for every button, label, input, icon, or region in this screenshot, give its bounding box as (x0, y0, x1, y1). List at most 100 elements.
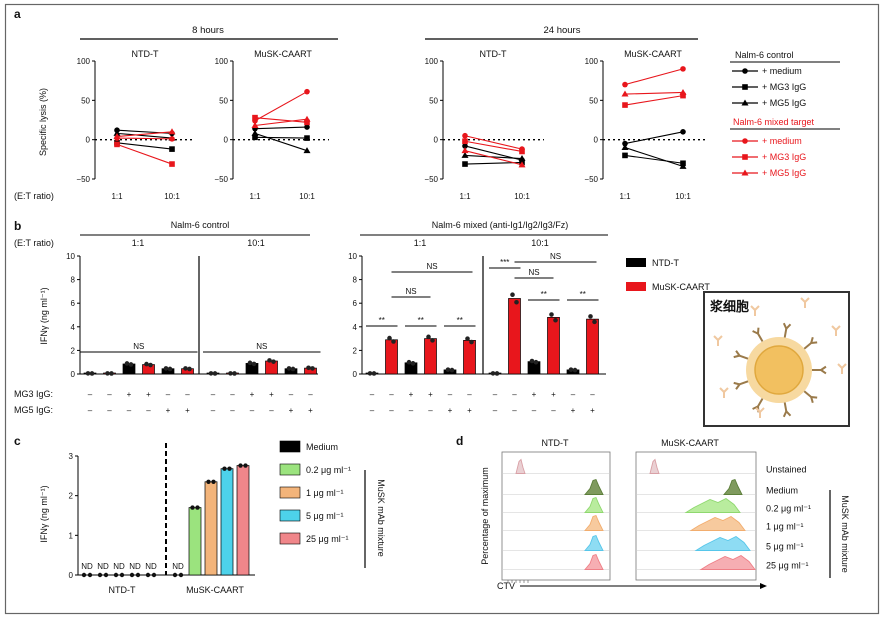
antibody-arm-b-8 (810, 336, 814, 344)
d-hist-1-0 (649, 458, 660, 474)
c-ytick-label-3: 0 (69, 571, 74, 580)
b-mg3-sign-0-1-5: – (308, 390, 313, 399)
b-dot-0-4-1-a (267, 358, 272, 363)
a-legend-marker-mix-mg5 (741, 169, 749, 176)
b-mg3-sign-0-1-1: – (230, 390, 235, 399)
c-dot-musk-4-b (243, 463, 248, 468)
b-mg3-sign-0-0-2: + (127, 390, 132, 399)
b-et-4: 10:1 (531, 238, 549, 248)
b-sig-mixed-3-label: ** (457, 316, 463, 325)
b-mg3-sign-1-1-3: + (551, 390, 556, 399)
a-legend-ctrl-medium: + medium (762, 66, 802, 76)
b-mg5-sign-1-0-0: – (370, 406, 375, 415)
c-nd-ntd-2: ND (113, 562, 125, 571)
b-sig-control-1-label: NS (133, 342, 144, 351)
panel-c-label: c (14, 434, 21, 448)
c-nd-dot-ntd-4-a (145, 572, 151, 578)
a-series-line-2-4 (464, 140, 523, 153)
a-legend-marker-mix-mg3 (742, 154, 748, 160)
panel-d-label: d (456, 434, 463, 448)
a-subplot-title-2: MuSK-CAART (254, 49, 312, 59)
b-ytick-label-0-4: 2 (71, 346, 76, 355)
b-dot-1-3-0-b (494, 371, 500, 376)
c-nd-dot-ntd-2-a (113, 572, 119, 578)
a-point-2-5-1 (518, 161, 526, 168)
d-box-0 (501, 451, 611, 581)
a-series-line-1-1 (254, 136, 308, 139)
b-dot-1-2-0-a (445, 367, 451, 372)
a-series-line-1-2 (254, 132, 308, 152)
free-antibody-arm-b-3 (835, 325, 841, 331)
cell-nucleus (754, 345, 804, 395)
b-dot-1-0-0-a (367, 371, 373, 376)
b-dot-0-5-1-b (310, 366, 315, 371)
a-point-0-4-1 (169, 161, 175, 167)
c-bar-musk-2 (204, 481, 218, 576)
b-bar-0-4-1 (265, 360, 278, 375)
antibody-arm-b-1 (811, 396, 818, 399)
d-x-arrow-head (760, 583, 767, 589)
b-dot-0-3-1-b (232, 371, 237, 376)
a-point-1-4-1 (304, 119, 310, 126)
c-dot-musk-3-b (227, 466, 232, 471)
b-ytick-label-1-2: 6 (353, 299, 358, 308)
c-nd-musk: ND (172, 562, 184, 571)
a-ytick-label-1-3: −50 (214, 175, 228, 184)
a-point-3-5-0 (621, 90, 629, 97)
d-row-label-2: 0.2 μg ml⁻¹ (766, 504, 811, 514)
antibody-stem-5 (739, 354, 749, 360)
a-point-0-2-0 (113, 129, 121, 136)
b-dot-0-3-1-a (228, 371, 233, 376)
a-point-3-2-0 (621, 144, 629, 151)
b-dot-1-4-0-a (529, 358, 535, 364)
b-mg3-sign-1-0-2: + (409, 390, 414, 399)
a-legend-ctrl-mg3: + MG3 IgG (762, 82, 806, 92)
b-mg5-sign-0-1-0: – (211, 406, 216, 415)
c-dot-musk-1-b (195, 505, 200, 510)
c-bar-musk-3 (220, 468, 234, 576)
c-nd-dot-ntd-1-a (97, 572, 103, 578)
b-dot-1-2-1-a (465, 336, 470, 341)
a-xtick-label-0-1: 10:1 (164, 192, 180, 201)
c-dot-musk-1-a (190, 505, 195, 510)
b-sig-mixed-1-label: ** (379, 316, 385, 325)
d-row-label-1: Medium (766, 486, 798, 496)
b-mg3-sign-1-0-1: – (389, 390, 394, 399)
d-title-musk: MuSK-CAART (661, 438, 719, 448)
a-legend-group1-title: Nalm-6 control (735, 50, 794, 60)
a-series-line-3-4 (624, 95, 684, 106)
b-mg5-sign-0-0-2: – (127, 406, 132, 415)
b-mg3-sign-1-0-0: – (370, 390, 375, 399)
b-sig-mixed-8-label: NS (550, 252, 561, 261)
d-row-label-3: 1 μg ml⁻¹ (766, 522, 803, 532)
a-point-0-4-0 (114, 141, 120, 148)
a-ytick-label-1-1: 50 (219, 96, 228, 105)
b-mg5-sign-0-1-5: + (308, 406, 313, 415)
b-mg3-sign-0-1-0: – (211, 390, 216, 399)
d-hist-1-4 (694, 535, 751, 551)
b-group-title-2: Nalm-6 mixed (anti-Ig1/Ig2/Ig3/Fz) (432, 220, 569, 230)
c-nd-dot-musk-b (178, 572, 184, 578)
d-ylabel: Percentage of maximum (480, 467, 490, 565)
a-point-1-2-1 (303, 147, 311, 154)
b-dot-0-5-0-a (286, 366, 292, 371)
b-dot-0-4-0-a (247, 360, 253, 366)
a-point-2-5-0 (461, 147, 469, 154)
b-dot-0-2-1-a (183, 366, 188, 371)
b-dot-0-1-0-a (124, 361, 130, 366)
b-dot-1-5-1-a (588, 314, 593, 319)
b-mg5-sign-1-0-1: – (389, 406, 394, 415)
c-nd-ntd-0: ND (81, 562, 93, 571)
b-dot-1-3-1-b (514, 299, 519, 305)
b-ytick-label-0-0: 10 (66, 252, 75, 261)
d-title-ntd: NTD-T (542, 438, 569, 448)
free-antibody-arm-b-0 (717, 335, 723, 341)
b-legend-swatch-musk (626, 282, 646, 291)
b-ytick-label-1-4: 2 (353, 346, 358, 355)
a-ytick-label-0-0: 100 (77, 57, 91, 66)
b-bar-1-2-1 (463, 340, 476, 375)
a-ylabel: Specific lysis (%) (38, 88, 48, 156)
b-mg5-sign-0-1-1: – (230, 406, 235, 415)
b-sig-mixed-4-label: NS (405, 287, 416, 296)
